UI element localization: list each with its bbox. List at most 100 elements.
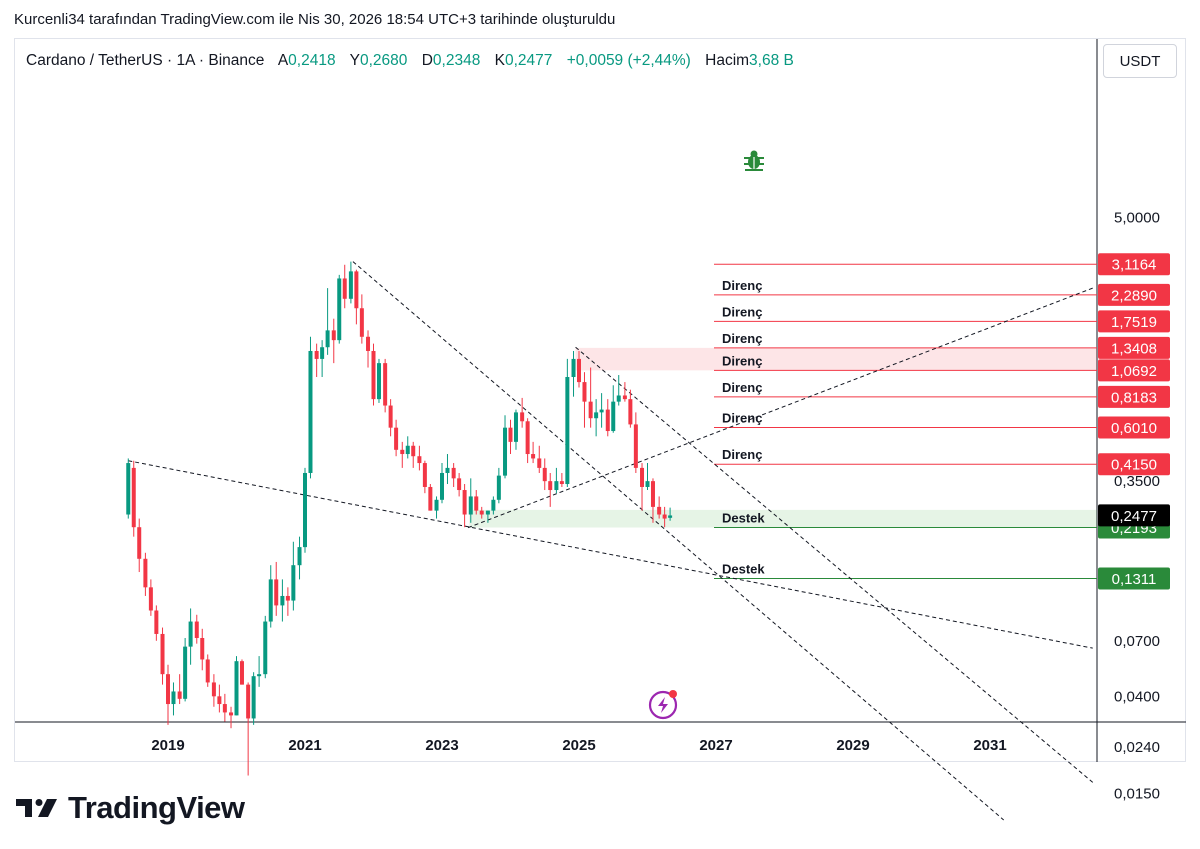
candle[interactable] bbox=[188, 608, 193, 665]
symbol-name[interactable]: Cardano / TetherUS · 1A · Binance bbox=[26, 52, 265, 69]
candle[interactable] bbox=[246, 682, 251, 776]
candle[interactable] bbox=[440, 463, 444, 504]
currency-button[interactable]: USDT bbox=[1103, 44, 1177, 78]
candle[interactable] bbox=[342, 264, 347, 309]
candle[interactable] bbox=[633, 412, 638, 473]
candle[interactable] bbox=[222, 693, 227, 722]
candle[interactable] bbox=[503, 415, 508, 479]
candle[interactable] bbox=[303, 467, 307, 553]
candle[interactable] bbox=[183, 638, 188, 702]
candle[interactable] bbox=[662, 506, 667, 528]
candle[interactable] bbox=[451, 463, 456, 487]
candle[interactable] bbox=[348, 261, 353, 304]
candle[interactable] bbox=[394, 419, 399, 457]
candle[interactable] bbox=[388, 399, 393, 437]
candle[interactable] bbox=[359, 294, 364, 344]
candle[interactable] bbox=[376, 358, 381, 403]
candle[interactable] bbox=[462, 484, 467, 528]
candle[interactable] bbox=[291, 541, 296, 611]
candle[interactable] bbox=[616, 375, 621, 406]
candle[interactable] bbox=[194, 614, 199, 644]
candle[interactable] bbox=[217, 684, 222, 713]
candle[interactable] bbox=[594, 399, 599, 437]
candle[interactable] bbox=[474, 490, 479, 515]
candle[interactable] bbox=[366, 330, 371, 368]
candle[interactable] bbox=[417, 445, 422, 471]
candle[interactable] bbox=[371, 343, 376, 406]
candle[interactable] bbox=[434, 496, 439, 519]
candle[interactable] bbox=[520, 397, 525, 428]
candle[interactable] bbox=[657, 496, 662, 519]
candle[interactable] bbox=[211, 674, 216, 707]
candle[interactable] bbox=[148, 579, 153, 616]
candle[interactable] bbox=[268, 565, 273, 628]
candle[interactable] bbox=[496, 467, 501, 504]
candle[interactable] bbox=[143, 552, 148, 596]
candle[interactable] bbox=[513, 409, 518, 450]
candle[interactable] bbox=[400, 441, 405, 468]
candle[interactable] bbox=[171, 682, 176, 716]
candle[interactable] bbox=[485, 510, 490, 523]
candle[interactable] bbox=[405, 436, 410, 459]
candle[interactable] bbox=[177, 674, 182, 705]
candle[interactable] bbox=[628, 389, 633, 428]
candle[interactable] bbox=[308, 336, 313, 479]
candle[interactable] bbox=[650, 478, 655, 523]
candle[interactable] bbox=[251, 672, 256, 725]
candle[interactable] bbox=[582, 372, 587, 428]
candle[interactable] bbox=[645, 463, 650, 491]
candle[interactable] bbox=[205, 654, 210, 687]
candle[interactable] bbox=[160, 627, 165, 685]
candle[interactable] bbox=[577, 350, 581, 388]
candle[interactable] bbox=[354, 269, 359, 325]
candle[interactable] bbox=[263, 615, 268, 679]
candle[interactable] bbox=[559, 472, 564, 487]
candle[interactable] bbox=[605, 399, 610, 437]
candle[interactable] bbox=[565, 358, 570, 487]
candle[interactable] bbox=[297, 536, 302, 580]
candle[interactable] bbox=[274, 561, 279, 616]
candle[interactable] bbox=[154, 605, 159, 641]
candle[interactable] bbox=[137, 518, 142, 573]
candle[interactable] bbox=[640, 463, 645, 511]
candle[interactable] bbox=[126, 458, 131, 519]
candle[interactable] bbox=[599, 393, 604, 428]
candle[interactable] bbox=[571, 350, 576, 397]
candle[interactable] bbox=[229, 706, 234, 729]
candle[interactable] bbox=[280, 579, 285, 622]
candle[interactable] bbox=[383, 358, 388, 413]
candle[interactable] bbox=[548, 472, 553, 507]
candle[interactable] bbox=[428, 484, 433, 511]
candle[interactable] bbox=[457, 472, 462, 497]
candle[interactable] bbox=[622, 382, 627, 402]
candle[interactable] bbox=[239, 659, 244, 685]
candle[interactable] bbox=[611, 385, 616, 433]
candle[interactable] bbox=[491, 496, 496, 515]
candle[interactable] bbox=[468, 478, 473, 523]
candle[interactable] bbox=[314, 343, 319, 377]
candle[interactable] bbox=[131, 460, 136, 537]
candle[interactable] bbox=[525, 418, 530, 464]
candle[interactable] bbox=[531, 441, 536, 464]
candle[interactable] bbox=[257, 656, 262, 687]
tradingview-logo[interactable]: TradingView bbox=[16, 788, 245, 828]
candle[interactable] bbox=[554, 467, 559, 494]
candle[interactable] bbox=[320, 340, 325, 377]
candle[interactable] bbox=[331, 318, 336, 364]
candle[interactable] bbox=[479, 506, 484, 519]
candle[interactable] bbox=[337, 274, 342, 344]
candle[interactable] bbox=[588, 367, 593, 428]
candle[interactable] bbox=[668, 507, 673, 521]
candle[interactable] bbox=[508, 419, 513, 455]
candle[interactable] bbox=[200, 628, 205, 671]
candle[interactable] bbox=[411, 441, 416, 468]
candle[interactable] bbox=[537, 445, 542, 473]
candle[interactable] bbox=[422, 460, 427, 494]
lightning-icon[interactable] bbox=[648, 690, 678, 720]
candle[interactable] bbox=[285, 587, 290, 616]
candle[interactable] bbox=[542, 458, 547, 491]
candle[interactable] bbox=[166, 664, 170, 725]
candle[interactable] bbox=[445, 454, 450, 485]
candle[interactable] bbox=[325, 288, 330, 355]
